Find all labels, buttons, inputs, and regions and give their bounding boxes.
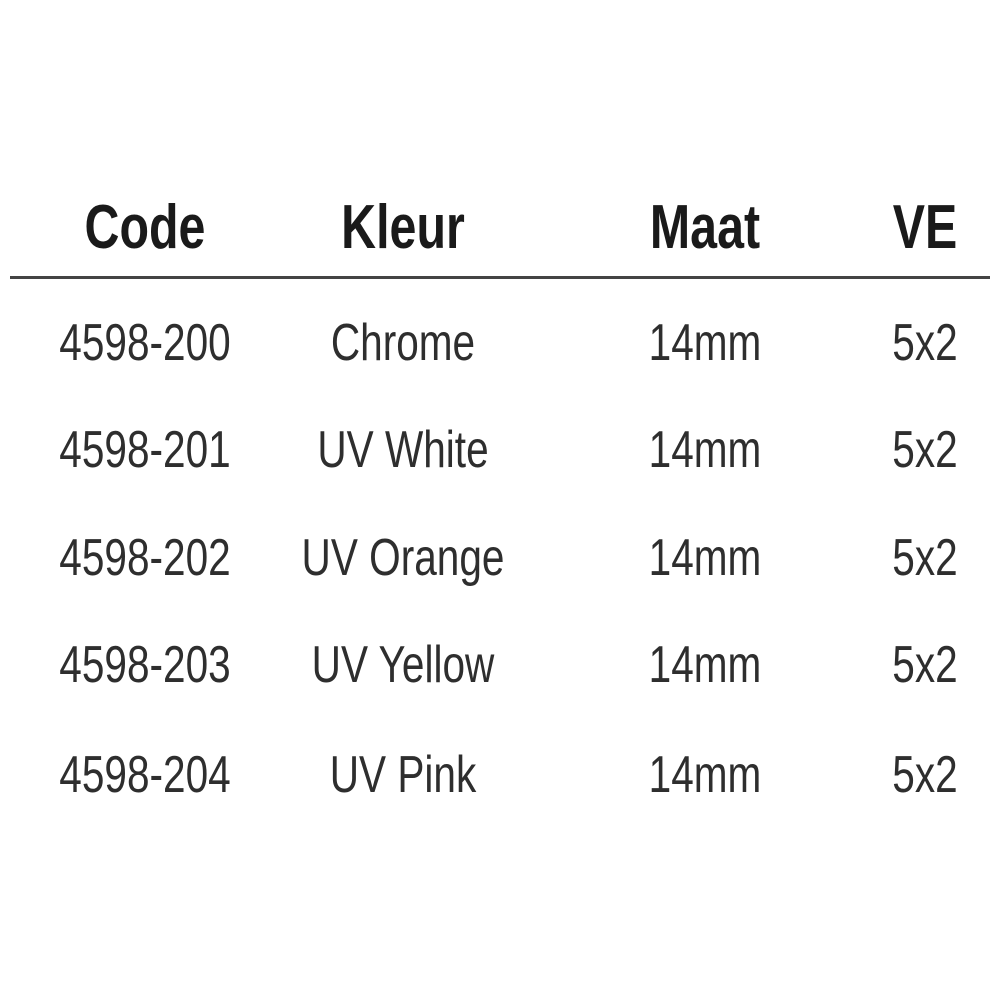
- cell-maat: 14mm: [648, 421, 762, 479]
- cell-maat: 14mm: [648, 529, 762, 587]
- header-ve: VE: [892, 193, 958, 262]
- cell-code: 4598-201: [59, 421, 231, 479]
- cell-ve: 5x2: [892, 636, 958, 694]
- cell-kleur: UV White: [317, 421, 489, 479]
- cell-code: 4598-204: [59, 746, 231, 804]
- header-code: Code: [84, 193, 206, 262]
- cell-code: 4598-202: [59, 529, 231, 587]
- header-maat: Maat: [649, 193, 761, 262]
- cell-ve: 5x2: [892, 421, 958, 479]
- header-kleur: Kleur: [341, 193, 465, 262]
- cell-code: 4598-203: [59, 636, 231, 694]
- cell-kleur: Chrome: [330, 314, 476, 372]
- cell-ve: 5x2: [892, 314, 958, 372]
- cell-kleur: UV Orange: [301, 529, 505, 587]
- cell-maat: 14mm: [648, 314, 762, 372]
- header-divider: [10, 276, 990, 279]
- cell-maat: 14mm: [648, 746, 762, 804]
- cell-maat: 14mm: [648, 636, 762, 694]
- cell-kleur: UV Yellow: [311, 636, 495, 694]
- cell-ve: 5x2: [892, 746, 958, 804]
- cell-kleur: UV Pink: [329, 746, 477, 804]
- cell-code: 4598-200: [59, 314, 231, 372]
- cell-ve: 5x2: [892, 529, 958, 587]
